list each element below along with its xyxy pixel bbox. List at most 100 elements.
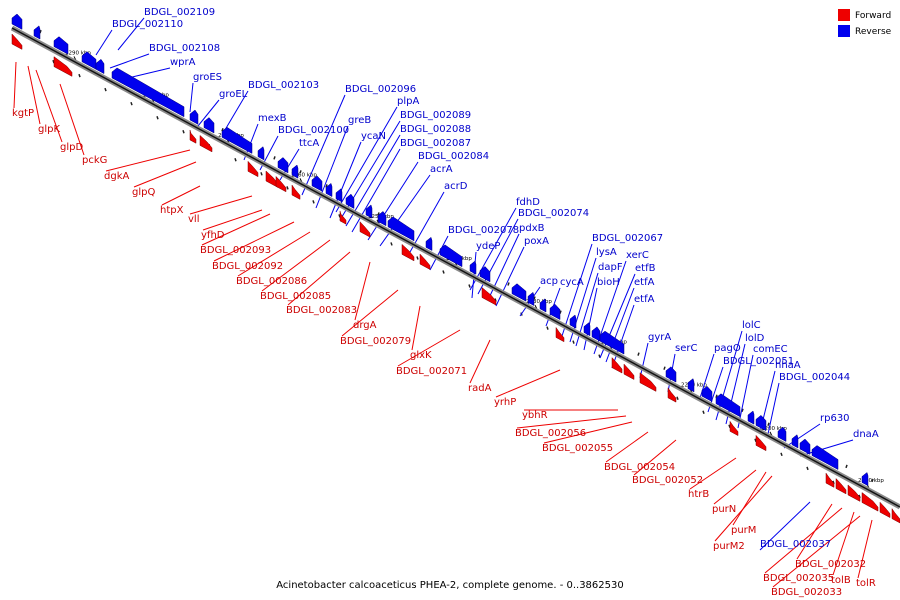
reverse-gene-label: pagO bbox=[714, 343, 741, 354]
forward-gene-arrow bbox=[879, 501, 891, 519]
forward-gene-label: BDGL_002055 bbox=[542, 443, 613, 454]
forward-leader-line bbox=[213, 221, 295, 262]
forward-gene-label: glpD bbox=[60, 142, 83, 153]
reverse-gene-arrow bbox=[365, 204, 373, 219]
forward-gene-label: tolR bbox=[856, 578, 876, 589]
forward-leader-line bbox=[832, 511, 855, 576]
genome-caption: Acinetobacter calcoaceticus PHEA-2, comp… bbox=[276, 580, 624, 591]
forward-gene-label: tolB bbox=[831, 575, 851, 586]
reverse-gene-label: lolD bbox=[745, 333, 765, 344]
reverse-gene-label: dnaA bbox=[853, 429, 879, 440]
forward-gene-label: BDGL_002052 bbox=[632, 475, 703, 486]
reverse-gene-arrow bbox=[701, 385, 713, 403]
minor-mark bbox=[637, 352, 640, 356]
reverse-gene-arrow bbox=[527, 291, 535, 306]
forward-gene-label: purM bbox=[731, 525, 756, 536]
forward-gene-label: radA bbox=[468, 383, 492, 394]
reverse-gene-arrow bbox=[811, 445, 839, 470]
genome-axis bbox=[10, 25, 900, 510]
reverse-gene-arrow bbox=[687, 378, 695, 393]
reverse-gene-label: BDGL_002088 bbox=[400, 124, 471, 135]
reverse-gene-label: fdhD bbox=[516, 197, 540, 208]
reverse-gene-label: gyrA bbox=[648, 332, 671, 343]
reverse-leader-line bbox=[335, 106, 398, 213]
forward-leader-line bbox=[105, 149, 191, 172]
forward-gene-arrow bbox=[611, 357, 623, 374]
tick-label: 2260 kbp bbox=[291, 172, 317, 178]
reverse-leader-line bbox=[409, 191, 445, 253]
reverse-gene-arrow bbox=[277, 157, 289, 174]
forward-leader-line bbox=[764, 507, 843, 574]
forward-leader-line bbox=[341, 289, 399, 337]
reverse-gene-label: wprA bbox=[170, 57, 196, 68]
forward-leader-line bbox=[516, 415, 627, 429]
reverse-leader-line bbox=[329, 141, 362, 219]
minor-mark bbox=[260, 172, 263, 176]
reverse-gene-label: ydeP bbox=[476, 241, 500, 252]
forward-leader-line bbox=[495, 369, 561, 398]
reverse-gene-label: mexB bbox=[258, 113, 287, 124]
forward-gene-arrow bbox=[247, 160, 259, 178]
forward-gene-label: BDGL_002035 bbox=[763, 573, 834, 584]
reverse-leader-line bbox=[469, 207, 517, 291]
reverse-gene-label: groES bbox=[193, 72, 222, 83]
minor-mark bbox=[715, 394, 718, 398]
reverse-gene-arrow bbox=[189, 109, 199, 125]
minor-mark bbox=[377, 212, 380, 216]
reverse-gene-arrow bbox=[311, 175, 323, 192]
reverse-leader-line bbox=[379, 174, 431, 247]
reverse-gene-arrow bbox=[221, 126, 253, 154]
minor-mark bbox=[468, 284, 471, 288]
reverse-gene-arrow bbox=[777, 426, 787, 442]
reverse-gene-label: BDGL_002037 bbox=[760, 539, 831, 550]
forward-gene-arrow bbox=[419, 253, 431, 270]
forward-leader-line bbox=[202, 209, 263, 231]
forward-leader-line bbox=[189, 195, 253, 215]
reverse-leader-line bbox=[767, 382, 780, 435]
forward-gene-arrow bbox=[891, 507, 900, 524]
tick-label: 2290 kbp bbox=[65, 50, 91, 56]
minor-mark bbox=[780, 452, 783, 457]
forward-gene-label: glpQ bbox=[132, 187, 155, 198]
minor-mark bbox=[273, 156, 276, 160]
reverse-gene-label: greB bbox=[348, 115, 371, 126]
reverse-gene-arrow bbox=[257, 146, 265, 161]
forward-gene-label: vll bbox=[188, 214, 199, 225]
forward-gene-arrow bbox=[555, 326, 565, 343]
legend-forward-label: Forward bbox=[855, 11, 891, 21]
reverse-gene-arrow bbox=[377, 211, 387, 227]
reverse-gene-label: acrA bbox=[430, 164, 453, 175]
forward-gene-arrow bbox=[639, 372, 657, 392]
reverse-gene-label: etfA bbox=[634, 277, 655, 288]
reverse-gene-label: ttcA bbox=[299, 138, 319, 149]
reverse-gene-label: pdxB bbox=[519, 223, 545, 234]
forward-gene-arrow bbox=[275, 175, 287, 193]
reverse-gene-label: rp630 bbox=[820, 413, 850, 424]
minor-mark bbox=[299, 170, 302, 174]
reverse-gene-arrow bbox=[479, 266, 491, 283]
minor-mark bbox=[572, 340, 575, 344]
forward-gene-label: BDGL_002071 bbox=[396, 366, 467, 377]
reverse-gene-arrow bbox=[203, 117, 215, 134]
forward-leader-line bbox=[161, 185, 201, 206]
tick-label: 2190 kbp bbox=[858, 478, 884, 484]
minor-mark bbox=[546, 326, 549, 330]
minor-mark bbox=[156, 115, 159, 120]
forward-leader-line bbox=[713, 469, 757, 505]
forward-leader-line bbox=[772, 515, 861, 588]
minor-mark bbox=[871, 478, 874, 483]
forward-gene-label: kgtP bbox=[12, 108, 34, 119]
reverse-gene-arrow bbox=[569, 314, 577, 329]
reverse-gene-arrow bbox=[95, 58, 105, 75]
legend-forward-swatch bbox=[838, 9, 850, 21]
reverse-gene-label: etfA bbox=[634, 294, 655, 305]
reverse-gene-label: bioH bbox=[597, 277, 620, 288]
forward-gene-label: BDGL_002079 bbox=[340, 336, 411, 347]
minor-mark bbox=[416, 256, 419, 260]
reverse-gene-arrow bbox=[791, 434, 799, 449]
reverse-gene-arrow bbox=[291, 164, 299, 179]
forward-leader-line bbox=[397, 329, 461, 367]
reverse-leader-line bbox=[783, 423, 821, 449]
reverse-gene-arrow bbox=[539, 298, 547, 313]
forward-leader-line bbox=[27, 65, 41, 125]
